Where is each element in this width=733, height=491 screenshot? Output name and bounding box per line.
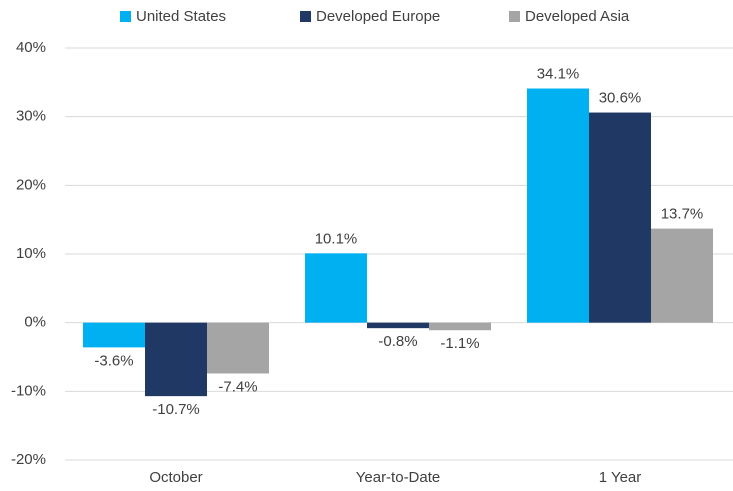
legend-label: Developed Europe: [316, 8, 440, 25]
y-tick-label: -10%: [11, 382, 46, 399]
legend-swatch: [120, 11, 131, 22]
bar: [145, 322, 207, 397]
y-tick-label: 10%: [16, 245, 46, 262]
data-label: 10.1%: [315, 230, 358, 247]
bar: [429, 322, 491, 331]
legend-swatch: [509, 11, 520, 22]
bar: [527, 88, 589, 323]
x-tick-label: 1 Year: [599, 469, 642, 486]
data-label: -3.6%: [94, 352, 133, 369]
bar: [589, 112, 651, 323]
legend-label: Developed Asia: [525, 8, 630, 25]
bar: [305, 253, 367, 323]
y-tick-label: 20%: [16, 176, 46, 193]
data-label: 34.1%: [537, 65, 580, 82]
legend-swatch: [300, 11, 311, 22]
bar: [367, 322, 429, 329]
data-label: -0.8%: [378, 333, 417, 350]
legend-label: United States: [136, 8, 226, 25]
y-tick-label: 40%: [16, 39, 46, 56]
y-tick-label: -20%: [11, 451, 46, 468]
y-tick-label: 0%: [24, 314, 46, 331]
data-label: -7.4%: [218, 378, 257, 395]
y-tick-label: 30%: [16, 108, 46, 125]
x-tick-label: Year-to-Date: [356, 469, 441, 486]
data-label: 30.6%: [599, 90, 642, 107]
bar: [83, 322, 145, 348]
bar: [651, 228, 713, 323]
data-label: -1.1%: [440, 335, 479, 352]
data-label: -10.7%: [152, 401, 200, 418]
bar: [207, 322, 269, 374]
data-label: 13.7%: [661, 206, 704, 223]
x-tick-label: October: [149, 469, 202, 486]
